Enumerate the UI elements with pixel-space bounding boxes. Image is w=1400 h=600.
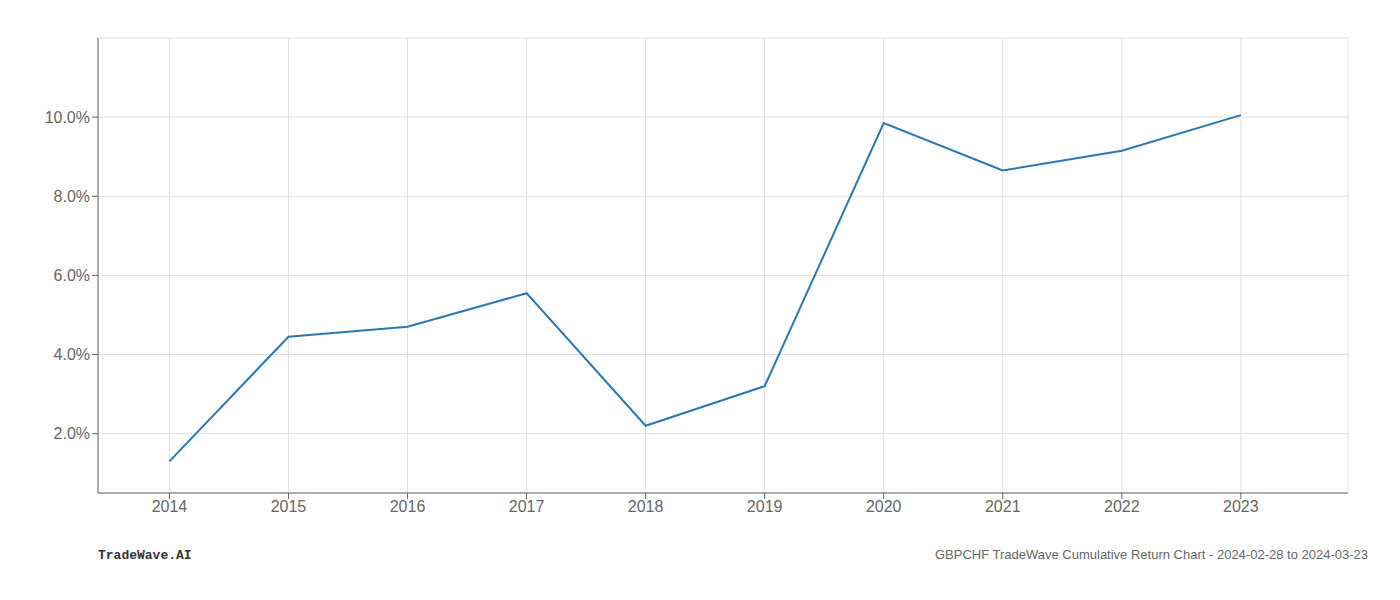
svg-text:2023: 2023 — [1223, 498, 1259, 515]
svg-text:2014: 2014 — [152, 498, 188, 515]
svg-text:2022: 2022 — [1104, 498, 1140, 515]
svg-text:2021: 2021 — [985, 498, 1021, 515]
svg-text:2018: 2018 — [628, 498, 664, 515]
svg-text:2020: 2020 — [866, 498, 902, 515]
svg-text:2.0%: 2.0% — [54, 425, 90, 442]
svg-text:8.0%: 8.0% — [54, 188, 90, 205]
svg-text:2017: 2017 — [509, 498, 545, 515]
svg-text:6.0%: 6.0% — [54, 267, 90, 284]
html-text:GBPCHF TradeWave Cumulative Re: GBPCHF TradeWave Cumulative Return Chart… — [934, 547, 1368, 562]
svg-text:2015: 2015 — [271, 498, 307, 515]
html-text:TradeWave.AI: TradeWave.AI — [98, 548, 192, 563]
svg-text:10.0%: 10.0% — [45, 109, 90, 126]
svg-text:2019: 2019 — [747, 498, 783, 515]
svg-text:2016: 2016 — [390, 498, 426, 515]
svg-text:4.0%: 4.0% — [54, 346, 90, 363]
